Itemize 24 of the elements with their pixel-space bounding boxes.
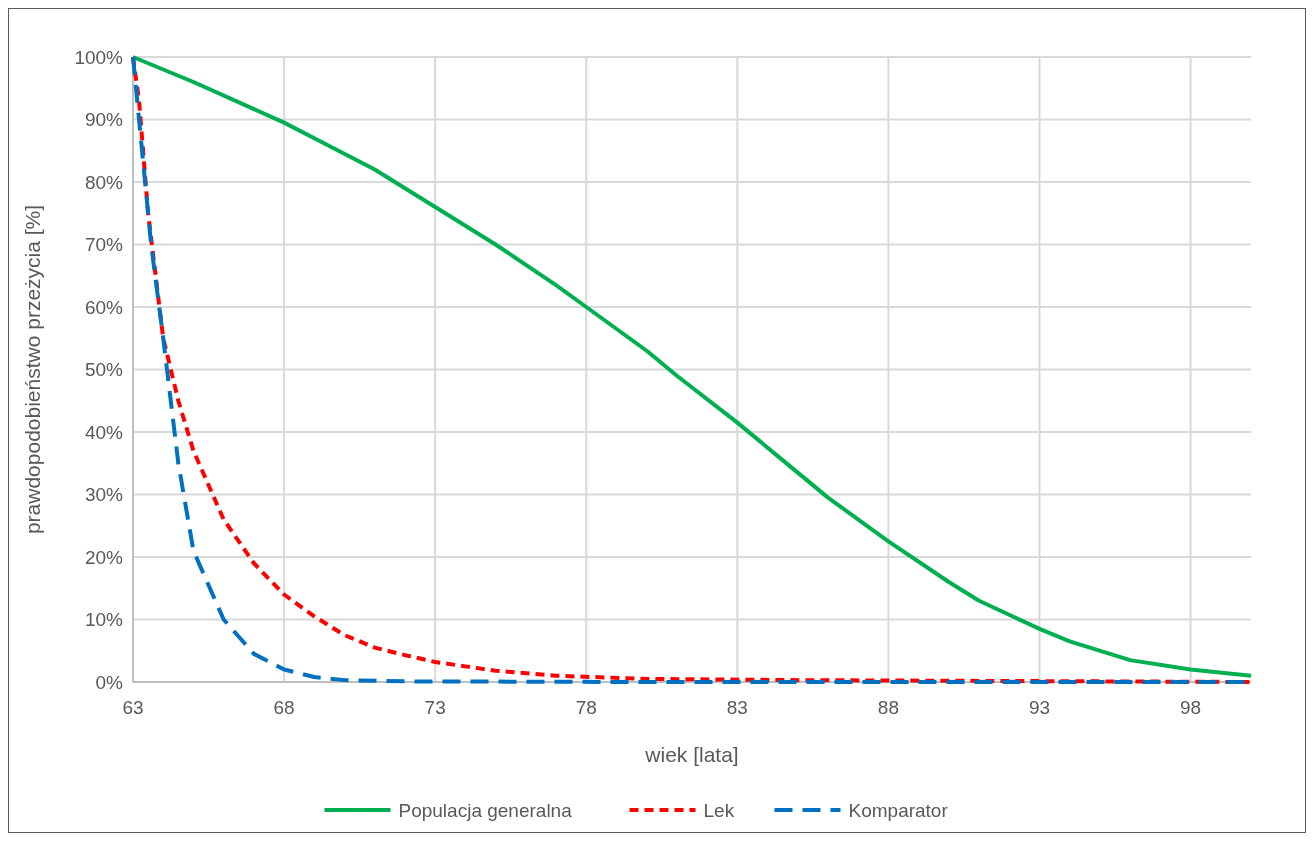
y-tick-label: 80%: [84, 171, 124, 193]
y-tick-label: 60%: [84, 296, 124, 318]
y-tick-label: 90%: [84, 109, 124, 131]
y-axis-title: prawdopodobieństwo przeżycia [%]: [21, 204, 44, 535]
x-tick-label: 93: [1028, 697, 1051, 718]
y-tick-label: 70%: [84, 234, 124, 256]
legend-label: Populacja generalna: [398, 799, 573, 821]
x-tick-label: 88: [877, 697, 899, 718]
x-tick-label: 83: [726, 697, 748, 718]
legend-label: Lek: [703, 799, 735, 821]
y-tick-label: 30%: [84, 484, 124, 506]
y-tick-label: 10%: [84, 609, 124, 631]
y-tick-label: 40%: [84, 421, 124, 443]
x-tick-label: 63: [122, 697, 144, 718]
y-tick-label: 20%: [84, 546, 124, 568]
y-tick-label: 100%: [74, 46, 124, 68]
x-tick-label: 73: [424, 697, 446, 718]
x-axis-title: wiek [lata]: [644, 743, 739, 766]
y-tick-label: 50%: [84, 359, 124, 381]
y-tick-label: 0%: [95, 671, 124, 693]
x-tick-label: 78: [575, 697, 597, 718]
x-tick-label: 68: [273, 697, 295, 718]
x-tick-label: 98: [1180, 697, 1202, 718]
legend-label: Komparator: [848, 799, 949, 821]
